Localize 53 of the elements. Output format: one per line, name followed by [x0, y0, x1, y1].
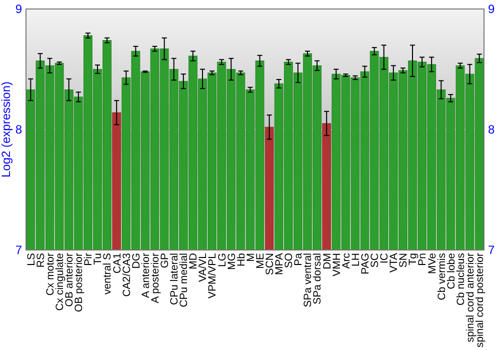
x-tick-label: GP	[158, 253, 171, 268]
x-tick-label: spinal cord anterior	[464, 252, 476, 342]
x-tick-label: DM	[321, 253, 334, 270]
x-tick-label: MVe	[426, 252, 438, 274]
x-tick-label: VA/VL	[197, 252, 210, 282]
x-tick-label: Cx cingulate	[54, 252, 66, 311]
x-tick-label: A posterior	[149, 252, 162, 304]
x-tick-label: M	[244, 253, 257, 262]
x-tick-label: VPM/VPL	[206, 252, 219, 299]
x-tick-label: Pa	[292, 252, 305, 266]
x-tick-label: SC	[368, 252, 381, 268]
x-tick-label: CA1	[111, 252, 124, 274]
x-tick-label: Cx motor	[44, 252, 56, 296]
x-tick-label: spinal cord posterior	[474, 252, 486, 348]
x-tick-label: MG	[226, 253, 238, 270]
x-tick-label: Hb	[235, 252, 248, 266]
x-tick-label: CPu medial	[178, 253, 190, 308]
y-tick-label: 7	[15, 243, 22, 258]
x-tick-label: SO	[283, 253, 296, 268]
x-tick-label: Pir	[82, 252, 95, 266]
x-tick-label: ME	[254, 253, 266, 269]
x-tick-label: Tu	[92, 252, 104, 265]
x-tick-label: SCN	[264, 253, 276, 276]
x-tick-label: LS	[25, 253, 38, 266]
y2-tick-label: 7	[488, 243, 495, 258]
x-tick-label: A anterior	[140, 252, 152, 298]
x-tick-label: DG	[130, 253, 142, 269]
y2-tick-label: 8	[488, 122, 495, 137]
y-tick-label: 8	[15, 122, 22, 137]
x-tick-label: OB posterior	[73, 252, 86, 312]
y-tick-label: 9	[15, 2, 22, 16]
x-tick-label: Cb lobe	[445, 252, 458, 290]
x-tick-label: Arc	[340, 253, 352, 269]
x-tick-label: LG	[216, 253, 228, 268]
x-tick-label: VMH	[330, 253, 343, 276]
x-tick-label: VTA	[388, 253, 400, 273]
y2-tick-label: 9	[488, 2, 495, 16]
x-tick-label: CA2/CA3	[120, 252, 133, 297]
x-tick-label: IC	[378, 252, 391, 264]
x-tick-label: MPA	[274, 253, 286, 275]
x-tick-label: RS	[34, 253, 47, 268]
x-tick-label: Pn	[416, 252, 429, 266]
x-tick-label: Cb nucleus	[454, 253, 467, 306]
y-axis-title: Log2 (expression)	[0, 81, 13, 178]
x-tick-label: SN	[398, 253, 410, 268]
x-tick-label: Cb vermis	[436, 253, 448, 300]
x-tick-label: MD	[188, 252, 200, 270]
x-tick-label: PAG	[359, 253, 372, 274]
x-tick-label: Tg	[407, 252, 420, 266]
x-tick-label: LH	[350, 253, 362, 266]
x-tick-label: SPa dorsal	[312, 253, 324, 304]
x-tick-label: ventral S	[102, 253, 114, 294]
x-tick-label: OB anterior	[64, 252, 76, 307]
